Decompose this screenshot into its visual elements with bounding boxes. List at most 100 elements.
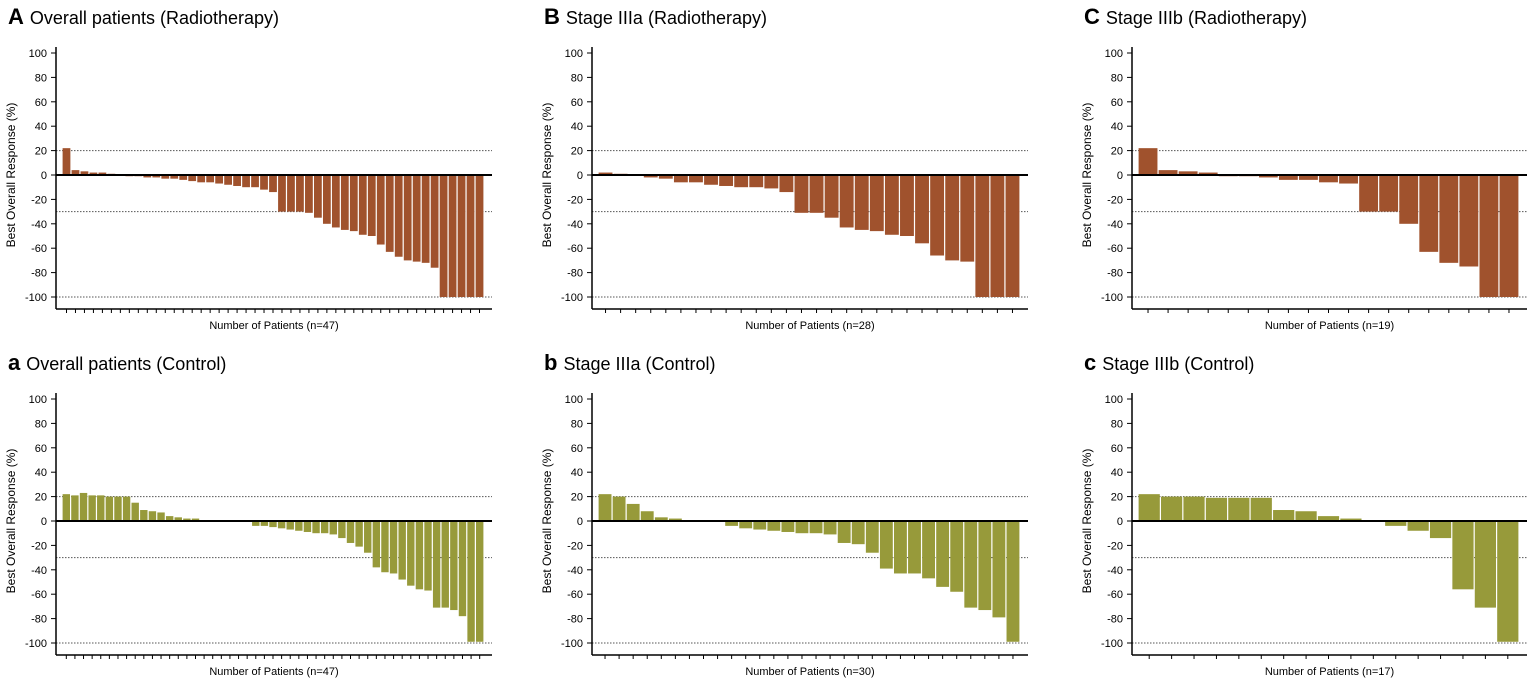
x-axis-label: Number of Patients (n=17) [1265,666,1394,678]
y-tick-label: 0 [1117,170,1123,182]
bar [626,503,640,521]
bar [183,518,191,521]
bar [753,521,767,530]
bar [224,175,232,185]
bar [372,521,381,568]
bar [131,502,139,521]
panel-b: b Stage IIIa (Control) Best Overall Respo… [536,346,1036,681]
panel-letter: A [8,4,24,29]
bar [739,521,753,529]
bar [320,521,329,534]
panel-letter: B [544,4,560,29]
y-tick-label: 60 [35,443,47,455]
y-tick-label: 20 [1111,492,1123,504]
bar [295,521,303,531]
bar [314,175,322,218]
bar [251,175,259,188]
bar [475,521,484,642]
y-tick-label: -40 [1107,219,1123,231]
waterfall-chart-stage-iiia-control: Best Overall Response (%) 100 80 60 40 20 0 -20… [540,393,1028,678]
y-tick-label: -40 [31,565,47,577]
bar [824,175,839,218]
bar [1278,175,1298,180]
bar [439,175,448,297]
y-tick-label: 60 [571,443,583,455]
bar [734,175,749,188]
y-tick-label: -20 [567,194,583,206]
y-tick-label: 20 [35,146,47,158]
y-tick-label: 80 [571,418,583,430]
bar [441,521,449,608]
y-tick-label: -100 [561,638,583,650]
bar [466,175,475,297]
bar [143,175,152,178]
y-tick-label: 80 [1111,72,1123,84]
bar [658,175,673,179]
y-axis-label: Best Overall Response (%) [4,103,18,248]
waterfall-chart-overall-control: Best Overall Response (%) 100 80 60 40 20 0 -20… [4,393,492,678]
bar [364,521,372,553]
y-tick-label: -100 [1101,292,1123,304]
bar [764,175,779,189]
bar [389,521,398,574]
bar [1319,175,1338,183]
bar [689,175,703,183]
panel-title: b Stage IIIa (Control) [544,350,716,376]
bar [975,175,990,297]
bar [97,495,105,521]
bar [950,521,964,592]
bar [450,521,458,611]
bar [1459,175,1479,267]
bar [148,511,157,521]
bar [719,175,734,186]
y-tick-label: -60 [567,589,583,601]
bar [346,521,355,543]
y-tick-label: 0 [577,516,583,528]
bar [140,510,148,521]
bar [269,175,277,193]
y-tick-label: -100 [25,638,47,650]
bar [331,175,340,228]
bar [403,175,412,261]
bar [62,494,71,521]
bar [157,512,165,521]
bar [421,175,430,263]
bar [795,521,809,534]
panel-letter: c [1084,350,1097,375]
bar [312,521,320,534]
bar [640,511,654,521]
bar [1178,171,1198,175]
bar [215,175,224,184]
bar [1161,496,1183,521]
bar [376,175,385,245]
bar [1499,175,1519,297]
bar [367,175,376,236]
bar [1005,175,1020,297]
bar [1250,497,1272,521]
y-tick-label: 0 [1117,516,1123,528]
bar [161,175,170,179]
y-tick-label: -80 [1107,268,1123,280]
x-axis-label: Number of Patients (n=47) [209,320,338,332]
bar [170,175,179,179]
bar [278,175,286,212]
bar [851,521,865,545]
bar [1138,148,1158,175]
bar [1497,521,1519,642]
bar [598,172,613,175]
bar [448,175,457,297]
y-tick-label: 100 [565,394,583,406]
bar [915,175,929,244]
panel-title-text: Stage IIIa (Radiotherapy) [565,8,768,28]
y-tick-label: 40 [35,467,47,479]
bar [105,496,114,521]
bar [174,517,182,521]
bar [668,518,682,521]
y-tick-label: -80 [31,268,47,280]
bar [673,175,688,183]
y-tick-label: 100 [29,48,47,60]
bar [809,175,824,213]
y-tick-label: 20 [571,146,583,158]
bar [1452,521,1474,590]
y-tick-label: -100 [25,292,47,304]
